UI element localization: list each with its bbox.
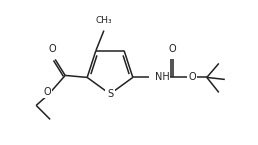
Text: O: O bbox=[48, 44, 56, 54]
Text: O: O bbox=[43, 87, 51, 97]
Text: O: O bbox=[168, 44, 176, 54]
Text: O: O bbox=[188, 72, 196, 82]
Text: NH: NH bbox=[155, 72, 170, 82]
Text: CH₃: CH₃ bbox=[95, 16, 112, 25]
Text: S: S bbox=[107, 89, 113, 99]
